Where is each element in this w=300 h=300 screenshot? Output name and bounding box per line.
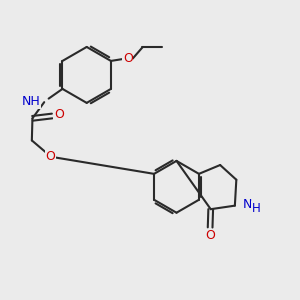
Text: O: O [54,108,64,121]
Text: NH: NH [22,95,41,108]
Text: O: O [205,229,215,242]
Text: O: O [45,149,55,163]
Text: H: H [252,202,261,214]
Text: N: N [243,198,253,211]
Text: O: O [123,52,133,65]
